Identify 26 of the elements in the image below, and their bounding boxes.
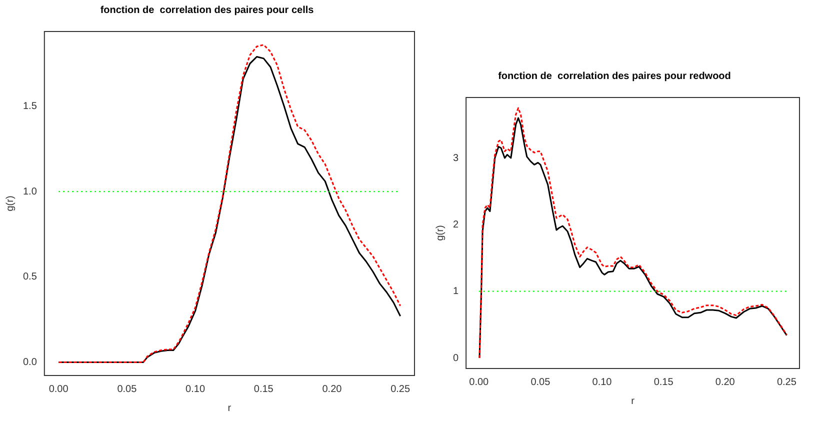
x-tick-label: 0.20 — [322, 384, 342, 395]
y-axis-title: g(r) — [4, 196, 16, 212]
x-tick-label: 0.25 — [390, 384, 410, 395]
x-tick-label: 0.10 — [186, 384, 206, 395]
y-tick-label: 1 — [453, 286, 459, 298]
x-tick-label: 0.00 — [469, 376, 490, 388]
chart-title: fonction de correlation des paires pour cells — [100, 4, 314, 16]
y-tick-label: 0.5 — [22, 272, 38, 283]
y-tick-label: 1.0 — [22, 186, 38, 198]
y-tick-label: 0.0 — [22, 356, 38, 368]
x-tick-label: 0.20 — [715, 376, 736, 388]
x-tick-label: 0.05 — [530, 376, 551, 388]
y-tick-label: 0 — [453, 352, 459, 364]
y-tick-label: 1.5 — [22, 100, 38, 112]
y-tick-label: 2 — [453, 219, 459, 230]
x-tick-label: 0.25 — [776, 376, 797, 388]
x-tick-label: 0.15 — [254, 384, 274, 395]
x-tick-label: 0.10 — [592, 376, 612, 388]
chart-title: fonction de correlation des paires pour redwood — [498, 70, 731, 82]
y-axis-title: g(r) — [434, 225, 446, 241]
x-tick-label: 0.05 — [117, 384, 138, 395]
x-axis-title: r — [228, 402, 232, 414]
x-tick-label: 0.15 — [654, 376, 674, 388]
x-tick-label: 0.00 — [48, 384, 69, 395]
x-axis-title: r — [631, 396, 636, 407]
y-tick-label: 3 — [453, 152, 459, 164]
